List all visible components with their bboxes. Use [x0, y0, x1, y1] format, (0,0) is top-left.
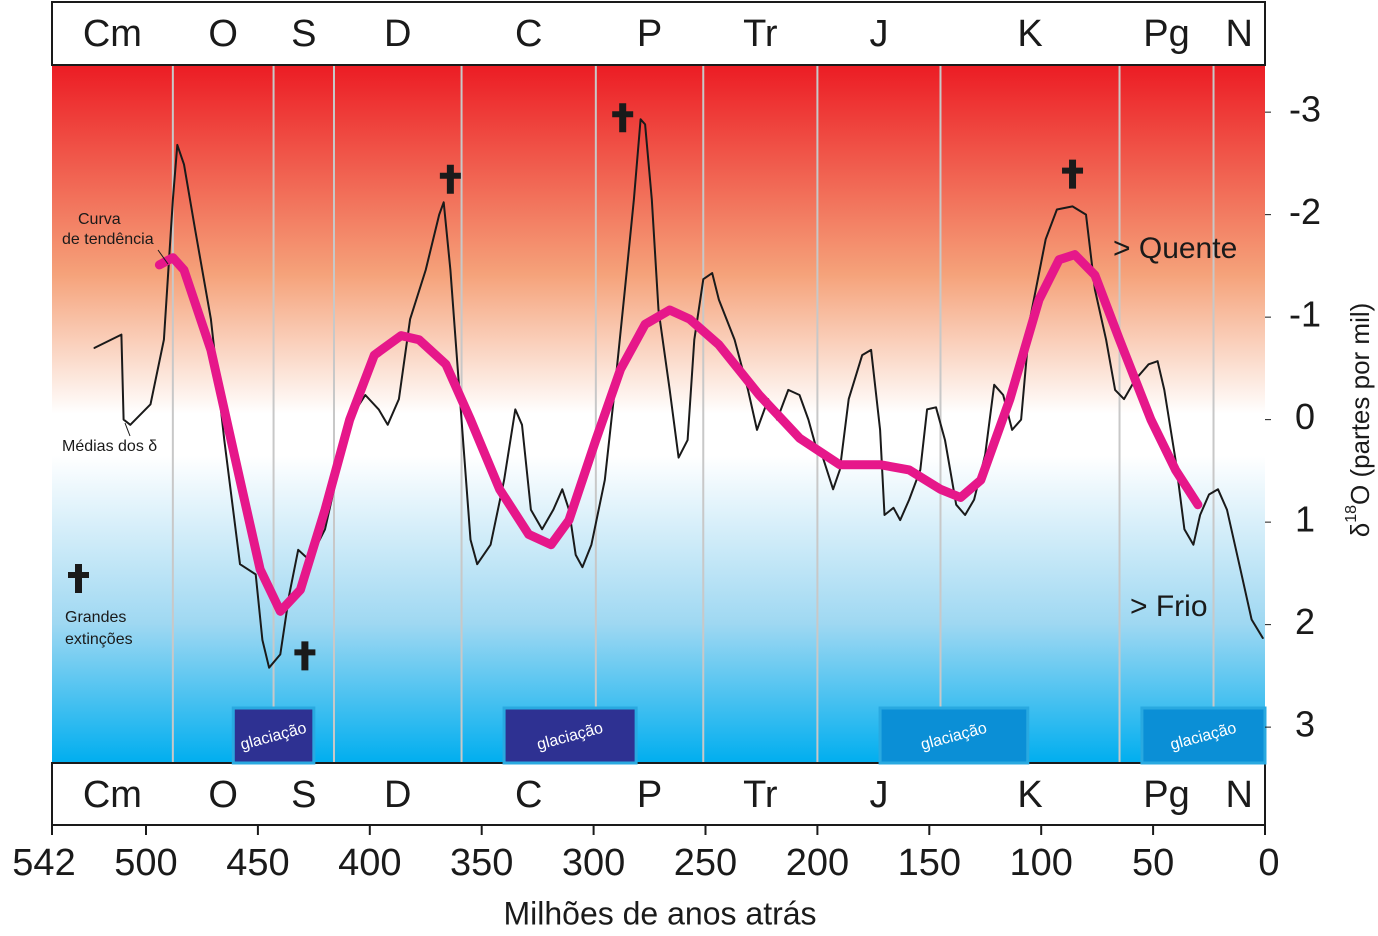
period-name: S — [291, 13, 316, 55]
period-name: Pg — [1143, 774, 1189, 816]
period-name: J — [869, 13, 888, 55]
period-name: O — [208, 774, 238, 816]
y-tick-label: -1 — [1289, 294, 1321, 335]
period-band-top — [51, 1, 1266, 66]
x-tick-label: 100 — [1009, 842, 1072, 884]
y-tick-label: 3 — [1295, 704, 1315, 745]
means-label: Médias dos δ — [62, 438, 157, 455]
period-name: P — [637, 13, 662, 55]
y-label-symbol: δ — [1345, 523, 1375, 537]
plot-background — [52, 65, 1265, 763]
period-name: K — [1017, 13, 1042, 55]
period-name: P — [637, 774, 662, 816]
x-tick-label: 350 — [450, 842, 513, 884]
trend-label: Curva — [78, 211, 121, 228]
x-tick-label: 500 — [114, 842, 177, 884]
glaciation-box — [1140, 706, 1267, 765]
period-name: N — [1226, 774, 1253, 816]
period-name: C — [515, 774, 542, 816]
period-name: K — [1017, 774, 1042, 816]
cold-label: > Frio — [1130, 590, 1208, 623]
extinction-legend-label: extinções — [65, 631, 133, 648]
period-name: Tr — [743, 13, 778, 55]
y-tick-label: 1 — [1295, 499, 1315, 540]
period-name: O — [208, 13, 238, 55]
glaciation-box — [878, 706, 1030, 765]
glaciation-box — [502, 706, 638, 765]
trend-leader — [157, 249, 169, 265]
x-tick-label: 450 — [226, 842, 289, 884]
period-name: Pg — [1143, 13, 1189, 55]
y-label-sup: 18 — [1343, 505, 1360, 523]
y-axis-label: δ18O (partes por mil) — [1343, 303, 1375, 538]
glaciation-box — [231, 706, 316, 765]
y-tick-label: -2 — [1289, 191, 1321, 232]
period-name: D — [384, 13, 411, 55]
data-line — [154, 250, 1203, 616]
y-tick-label: 0 — [1295, 396, 1315, 437]
period-name: Cm — [83, 774, 142, 816]
x-tick-label: 50 — [1132, 842, 1174, 884]
x-tick-label: 400 — [338, 842, 401, 884]
x-tick-label: 250 — [674, 842, 737, 884]
x-tick-label: 542 — [12, 842, 75, 884]
x-tick-label: 150 — [898, 842, 961, 884]
means-leader — [124, 422, 131, 437]
x-tick-label: 300 — [562, 842, 625, 884]
y-label-rest: O (partes por mil) — [1345, 303, 1375, 505]
x-axis-label: Milhões de anos atrás — [503, 895, 816, 931]
period-name: J — [869, 774, 888, 816]
x-tick-label: 0 — [1258, 842, 1279, 884]
period-band-bottom — [51, 762, 1266, 826]
extinction-marker — [612, 103, 634, 133]
warm-label: > Quente — [1113, 232, 1237, 265]
period-name: C — [515, 13, 542, 55]
extinction-legend-label: Grandes — [65, 609, 126, 626]
trend-label: de tendência — [62, 231, 154, 248]
y-tick-label: -3 — [1289, 89, 1321, 130]
extinction-marker — [1062, 159, 1084, 189]
extinction-legend-icon — [68, 564, 89, 593]
period-name: Tr — [743, 774, 778, 816]
period-name: Cm — [83, 13, 142, 55]
period-name: S — [291, 774, 316, 816]
period-name: N — [1226, 13, 1253, 55]
y-tick-label: 2 — [1295, 601, 1315, 642]
extinction-marker — [294, 641, 316, 671]
x-tick-label: 200 — [786, 842, 849, 884]
period-name: D — [384, 774, 411, 816]
extinction-marker — [439, 164, 461, 194]
